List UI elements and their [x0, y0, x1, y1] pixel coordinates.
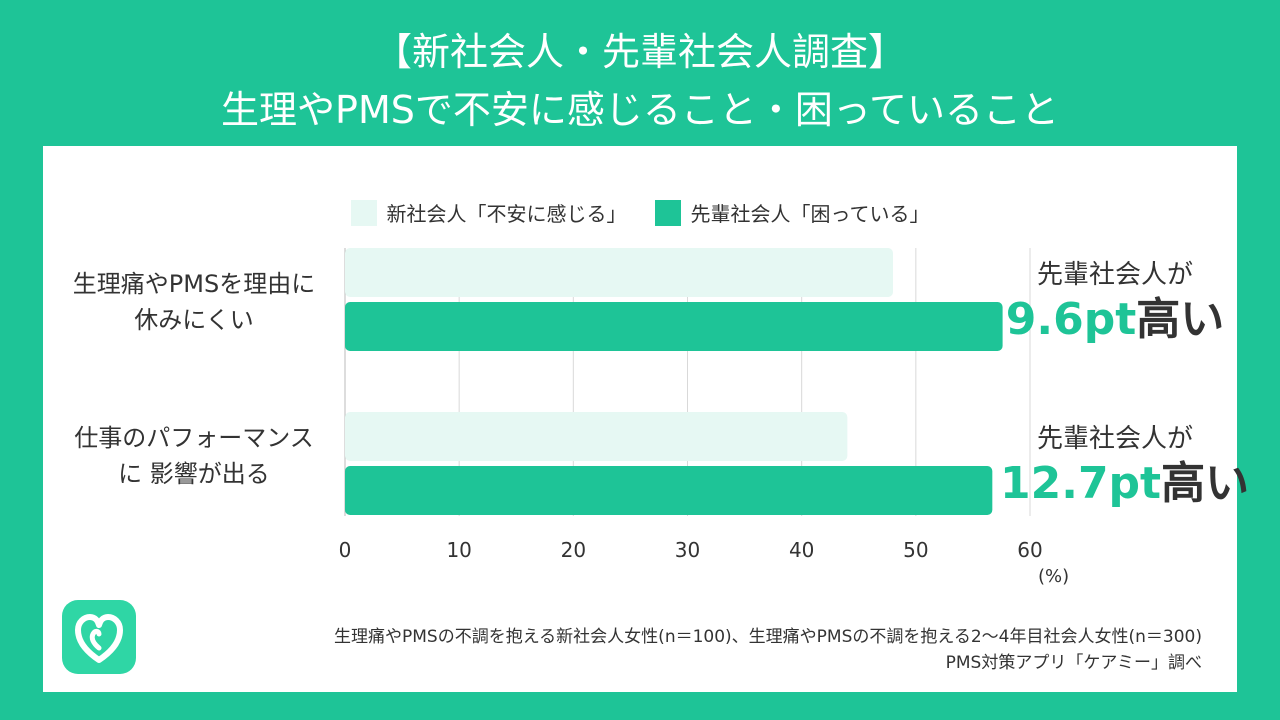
bar — [345, 412, 848, 461]
category-label-1-line1: 生理痛やPMSを理由に — [72, 270, 316, 298]
annotation-1-value: 9.6pt高い — [1000, 292, 1230, 348]
x-tick-label: 50 — [903, 538, 928, 562]
x-tick-label: 30 — [675, 538, 700, 562]
heart-drop-icon — [75, 614, 123, 663]
category-label-2: 仕事のパフォーマンス に 影響が出る — [44, 420, 344, 492]
annotation-1-number: 9.6pt — [1005, 294, 1137, 345]
x-tick-label: 0 — [339, 538, 352, 562]
bar — [345, 248, 893, 297]
annotation-2-value: 12.7pt高い — [1000, 456, 1249, 512]
category-label-1: 生理痛やPMSを理由に 休みにくい — [44, 266, 344, 338]
footnote-source: PMS対策アプリ「ケアミー」調べ — [945, 653, 1202, 673]
annotation-1-suffix: 高い — [1136, 294, 1225, 345]
annotation-2-number: 12.7pt — [1000, 458, 1162, 509]
legend-swatch-new — [350, 199, 377, 226]
chart-title-line1: 【新社会人・先輩社会人調査】 — [373, 30, 906, 74]
bar — [345, 466, 993, 515]
axis-unit-label: (%) — [1038, 566, 1070, 587]
footnote-sample: 生理痛やPMSの不調を抱える新社会人女性(n＝100)、生理痛やPMSの不調を抱… — [333, 627, 1202, 647]
chart-title-line2: 生理やPMSで不安に感じること・困っていること — [221, 88, 1059, 132]
app-logo — [62, 600, 136, 674]
x-tick-label: 20 — [561, 538, 586, 562]
legend-label-new: 新社会人「不安に感じる」 — [386, 202, 627, 226]
x-tick-label: 40 — [789, 538, 814, 562]
category-label-2-line2: に 影響が出る — [118, 460, 270, 488]
x-tick-label: 60 — [1017, 538, 1042, 562]
x-tick-label: 10 — [446, 538, 471, 562]
annotation-1: 先輩社会人が 9.6pt高い — [1000, 258, 1230, 348]
annotation-2-suffix: 高い — [1161, 458, 1250, 509]
category-label-1-line2: 休みにくい — [134, 306, 254, 334]
legend: 新社会人「不安に感じる」 先輩社会人「困っている」 — [0, 198, 1280, 227]
category-label-2-line1: 仕事のパフォーマンス — [74, 424, 314, 452]
legend-swatch-senior — [654, 199, 681, 226]
legend-item-new: 新社会人「不安に感じる」 — [350, 198, 627, 227]
annotation-2: 先輩社会人が 12.7pt高い — [1000, 422, 1249, 512]
annotation-1-top: 先輩社会人が — [1036, 260, 1193, 290]
legend-item-senior: 先輩社会人「困っている」 — [654, 198, 930, 227]
bar — [345, 302, 1003, 351]
legend-label-senior: 先輩社会人「困っている」 — [690, 202, 930, 226]
annotation-2-top: 先輩社会人が — [1036, 424, 1193, 454]
